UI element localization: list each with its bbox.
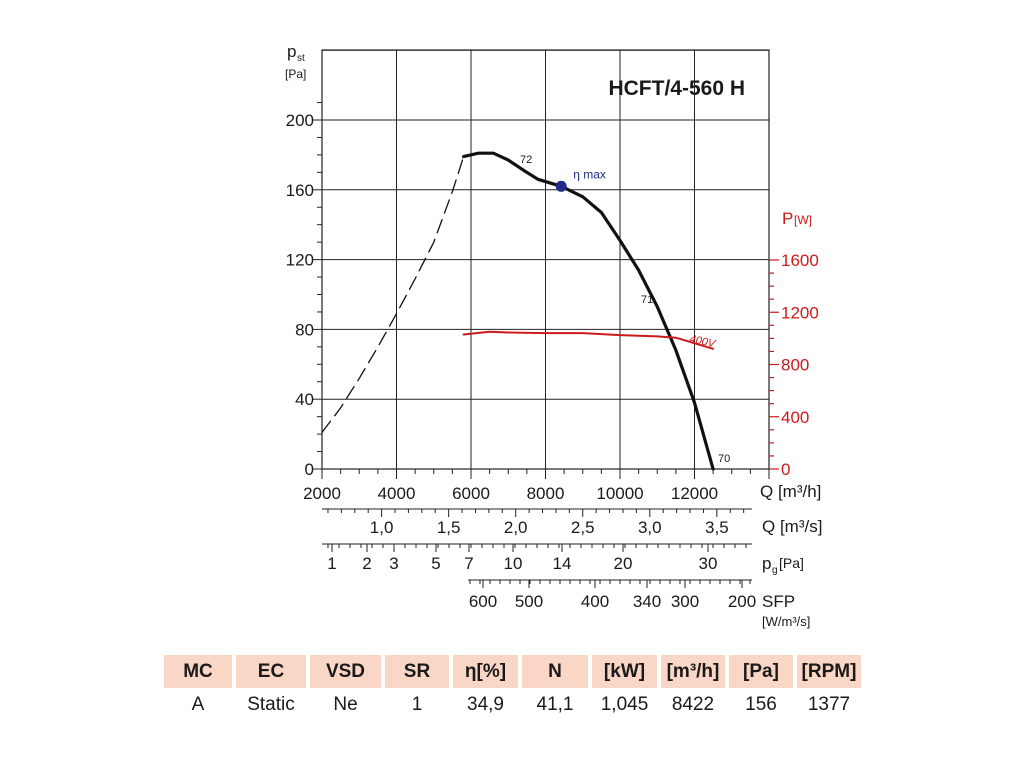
pressure-curve bbox=[462, 151, 715, 471]
cell-pa: 156 bbox=[745, 694, 777, 715]
cell-rpm: 1377 bbox=[807, 694, 851, 715]
right-axis-unit: [W] bbox=[794, 213, 812, 227]
column-header-n: N bbox=[522, 655, 588, 688]
pg-axis-unit: [Pa] bbox=[779, 555, 804, 571]
y-tick-label: 0 bbox=[305, 460, 314, 479]
x-tick-label: 4000 bbox=[378, 484, 416, 503]
y-axis-unit: [Pa] bbox=[285, 67, 306, 81]
cell-sr: 1 bbox=[411, 694, 423, 715]
cell-n: 41,1 bbox=[536, 694, 574, 715]
q-m3s-tick-label: 1,0 bbox=[370, 518, 394, 537]
x-tick-label: 8000 bbox=[527, 484, 565, 503]
pg-tick-label: 2 bbox=[362, 554, 371, 573]
column-header-sr: SR bbox=[385, 655, 449, 688]
pg-tick-label: 5 bbox=[431, 554, 440, 573]
y-tick-label: 120 bbox=[286, 251, 314, 270]
q-m3s-axis-label: Q [m³/s] bbox=[762, 517, 822, 536]
x-axis-label: Q [m³/h] bbox=[760, 482, 821, 501]
pg-tick-label: 30 bbox=[699, 554, 718, 573]
x-tick-label: 12000 bbox=[671, 484, 718, 503]
x-tick-label: 10000 bbox=[596, 484, 643, 503]
cell-kw: 1,045 bbox=[600, 694, 649, 715]
y-tick-label: 80 bbox=[295, 320, 314, 339]
column-header-flow: [m³/h] bbox=[661, 655, 725, 688]
performance-table: MC EC VSD SR η[%] N [kW] [m³/h] [Pa] [RP… bbox=[160, 655, 865, 722]
sfp-tick-label: 340 bbox=[633, 592, 661, 611]
sfp-tick-label: 300 bbox=[671, 592, 699, 611]
table-row: A Static Ne 1 34,9 41,1 1,045 8422 156 1… bbox=[164, 688, 861, 722]
right-tick-label: 800 bbox=[781, 356, 809, 375]
sfp-tick-label: 500 bbox=[515, 592, 543, 611]
q-m3s-tick-label: 3,0 bbox=[638, 518, 662, 537]
q-m3s-tick-label: 1,5 bbox=[437, 518, 461, 537]
cell-ec: Static bbox=[247, 694, 295, 715]
sfp-tick-label: 400 bbox=[581, 592, 609, 611]
column-header-kw: [kW] bbox=[592, 655, 657, 688]
cell-mc: A bbox=[191, 694, 205, 715]
efficiency-label-70: 70 bbox=[718, 453, 730, 465]
pg-tick-label: 7 bbox=[464, 554, 473, 573]
cell-vsd: Ne bbox=[333, 694, 358, 715]
sfp-axis-label: SFP bbox=[762, 592, 795, 611]
right-axis-label-main: P bbox=[782, 209, 793, 228]
power-curve-400v bbox=[462, 330, 715, 350]
column-header-ec: EC bbox=[236, 655, 306, 688]
pg-axis-label-main: p bbox=[762, 554, 771, 573]
q-m3s-tick-label: 3,5 bbox=[705, 518, 729, 537]
column-header-vsd: VSD bbox=[310, 655, 381, 688]
pg-tick-label: 1 bbox=[327, 554, 336, 573]
pressure-curve-unstable bbox=[321, 155, 465, 434]
y-tick-label: 40 bbox=[295, 390, 314, 409]
chart-title: HCFT/4-560 H bbox=[608, 77, 745, 100]
right-tick-label: 400 bbox=[781, 408, 809, 427]
x-tick-label: 2000 bbox=[303, 484, 341, 503]
cell-flow: 8422 bbox=[671, 694, 715, 715]
pg-tick-label: 10 bbox=[504, 554, 523, 573]
eta-max-point bbox=[555, 180, 567, 192]
efficiency-label-71: 71 bbox=[641, 294, 653, 306]
efficiency-label-72: 72 bbox=[520, 154, 532, 166]
right-tick-label: 1600 bbox=[781, 251, 819, 270]
q-m3s-tick-label: 2,5 bbox=[571, 518, 595, 537]
right-tick-label: 1200 bbox=[781, 303, 819, 322]
pg-axis-label-sub: g bbox=[772, 565, 778, 576]
y-axis-label-main: p bbox=[287, 42, 296, 61]
column-header-mc: MC bbox=[164, 655, 232, 688]
column-header-rpm: [RPM] bbox=[797, 655, 861, 688]
pg-tick-label: 14 bbox=[553, 554, 572, 573]
eta-max-label: η max bbox=[573, 167, 606, 181]
sfp-axis-unit: [W/m³/s] bbox=[762, 614, 810, 629]
y-tick-label: 160 bbox=[286, 181, 314, 200]
x-tick-label: 6000 bbox=[452, 484, 490, 503]
pg-tick-label: 3 bbox=[389, 554, 398, 573]
cell-efficiency: 34,9 bbox=[467, 694, 504, 715]
sfp-tick-label: 200 bbox=[728, 592, 756, 611]
y-axis-label-sub: st bbox=[297, 53, 305, 64]
sfp-tick-label: 600 bbox=[469, 592, 497, 611]
table-header-row: MC EC VSD SR η[%] N [kW] [m³/h] [Pa] [RP… bbox=[164, 655, 861, 688]
pg-tick-label: 20 bbox=[614, 554, 633, 573]
series-label-400v: 400V bbox=[688, 333, 717, 350]
column-header-pa: [Pa] bbox=[729, 655, 793, 688]
right-tick-label: 0 bbox=[781, 460, 790, 479]
q-m3s-tick-label: 2,0 bbox=[504, 518, 528, 537]
column-header-efficiency: η[%] bbox=[453, 655, 518, 688]
y-tick-label: 200 bbox=[286, 111, 314, 130]
